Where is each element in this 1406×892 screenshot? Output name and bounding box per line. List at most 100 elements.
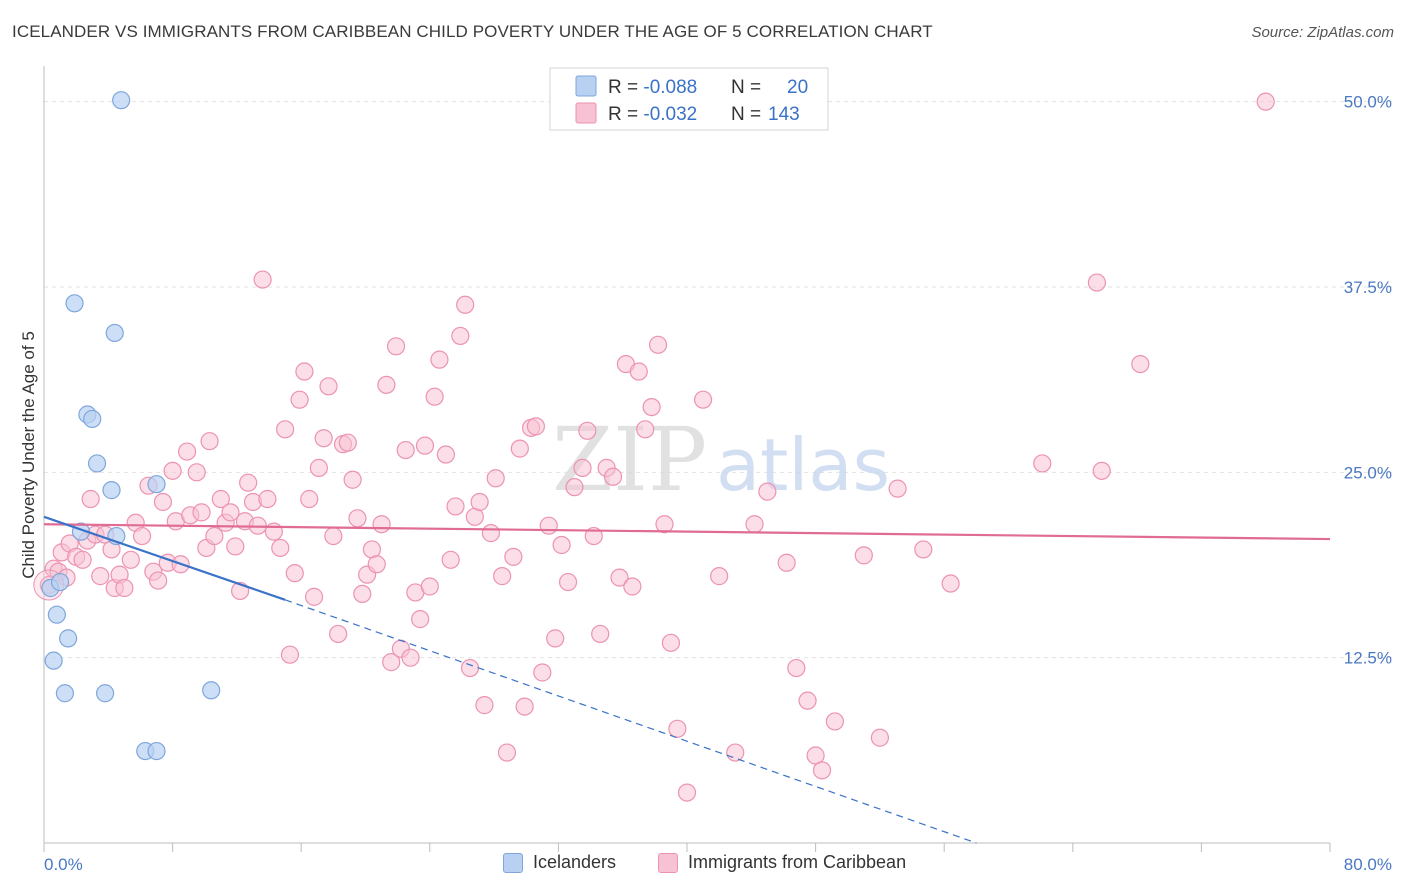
caribbean-point <box>314 429 333 448</box>
icelander-point <box>105 323 124 343</box>
tick-labels: 12.5% 25.0% 37.5% 50.0% 0.0% 80.0% <box>44 93 1392 874</box>
caribbean-point <box>149 571 168 590</box>
caribbean-point <box>668 719 687 738</box>
caribbean-point <box>436 445 455 464</box>
icelander-point <box>147 475 166 494</box>
caribbean-point <box>486 469 505 488</box>
caribbean-point <box>348 509 367 528</box>
legend-swatch-icelanders <box>503 852 523 873</box>
caribbean-point <box>239 473 258 492</box>
caribbean-point <box>324 526 343 546</box>
caribbean-point <box>636 420 655 439</box>
icelander-point <box>59 629 78 648</box>
caribbean-point <box>258 489 277 509</box>
trend-lines <box>43 515 1331 844</box>
caribbean-point <box>451 326 470 346</box>
caribbean-point <box>460 658 480 678</box>
caribbean-point <box>610 568 629 587</box>
caribbean-point <box>565 478 584 497</box>
legend-item-icelanders: Icelanders <box>503 852 616 873</box>
caribbean-point <box>504 547 523 566</box>
caribbean-point <box>153 492 173 512</box>
caribbean-point <box>1256 92 1275 111</box>
caribbean-point <box>430 350 449 369</box>
icelander-point <box>147 741 166 761</box>
chart-title: ICELANDER VS IMMIGRANTS FROM CARIBBEAN C… <box>12 22 933 41</box>
icelander-point <box>55 684 74 703</box>
caribbean-trend-line <box>43 523 1331 541</box>
caribbean-point <box>648 335 668 354</box>
caribbean-point <box>280 645 300 664</box>
caribbean-point <box>276 420 295 439</box>
caribbean-point <box>396 440 415 460</box>
caribbean-point <box>584 526 603 546</box>
caribbean-point <box>420 577 439 596</box>
x-tick-label-left: 0.0% <box>44 855 83 874</box>
caribbean-point <box>870 728 890 747</box>
caribbean-point <box>475 696 494 715</box>
caribbean-point <box>914 540 933 559</box>
caribbean-point <box>629 362 648 381</box>
caribbean-point <box>533 663 552 682</box>
caribbean-point <box>758 482 777 501</box>
caribbean-point <box>319 377 338 396</box>
caribbean-point <box>415 436 435 455</box>
caribbean-point <box>603 467 623 486</box>
caribbean-point <box>777 553 796 572</box>
caribbean-point <box>655 515 674 534</box>
legend-row-icelanders: R = -0.088 N = 20 <box>608 77 808 98</box>
caribbean-point <box>825 712 844 731</box>
caribbean-point <box>470 492 489 512</box>
caribbean-point <box>91 567 110 586</box>
caribbean-point <box>456 295 475 314</box>
caribbean-point <box>271 538 290 558</box>
caribbean-point <box>677 783 697 802</box>
caribbean-point <box>300 489 319 509</box>
caribbean-point <box>798 691 817 710</box>
caribbean-point <box>1131 354 1150 374</box>
caribbean-point <box>526 417 545 436</box>
legend-r-value: -0.032 <box>643 104 697 125</box>
caribbean-point <box>710 567 729 586</box>
caribbean-point <box>338 433 357 452</box>
legend-swatch-icelanders <box>575 75 597 97</box>
icelander-point <box>44 651 63 670</box>
caribbean-point <box>1092 461 1111 480</box>
caribbean-point <box>163 461 182 480</box>
caribbean-point <box>546 629 565 648</box>
caribbean-point <box>121 550 140 569</box>
legend-n-label: N = <box>731 77 766 98</box>
caribbean-point <box>441 550 460 569</box>
caribbean-point <box>411 610 430 629</box>
legend-row-caribbean: R = -0.032 N = 143 <box>608 104 800 125</box>
caribbean-point <box>446 497 465 516</box>
y-tick-label: 37.5% <box>1344 278 1392 297</box>
zipatlas-watermark: ZIP atlas <box>552 408 890 511</box>
caribbean-point <box>854 546 873 565</box>
caribbean-point <box>329 624 348 644</box>
icelander-point <box>47 605 66 624</box>
icelander-point <box>65 294 84 313</box>
caribbean-point <box>309 458 328 477</box>
source-note: Source: ZipAtlas.com <box>1251 24 1394 41</box>
legend-r-value: -0.088 <box>643 77 697 98</box>
legend-item-caribbean: Immigrants from Caribbean <box>658 852 906 873</box>
caribbean-point <box>132 526 152 546</box>
caribbean-point <box>304 587 324 606</box>
icelander-point <box>83 409 102 429</box>
caribbean-point <box>264 522 283 541</box>
caribbean-point <box>295 362 314 381</box>
caribbean-point <box>623 577 642 596</box>
gridlines <box>43 101 1392 852</box>
legend-n-value: 143 <box>768 104 800 125</box>
icelander-point <box>202 681 221 700</box>
icelander-point <box>87 454 107 473</box>
caribbean-point <box>693 390 713 409</box>
caribbean-point <box>367 555 386 574</box>
y-tick-label: 25.0% <box>1344 463 1392 482</box>
caribbean-point <box>642 397 661 417</box>
caribbean-point <box>1087 273 1107 292</box>
icelander-points <box>41 91 221 761</box>
legend-n-label: N = <box>731 104 766 125</box>
